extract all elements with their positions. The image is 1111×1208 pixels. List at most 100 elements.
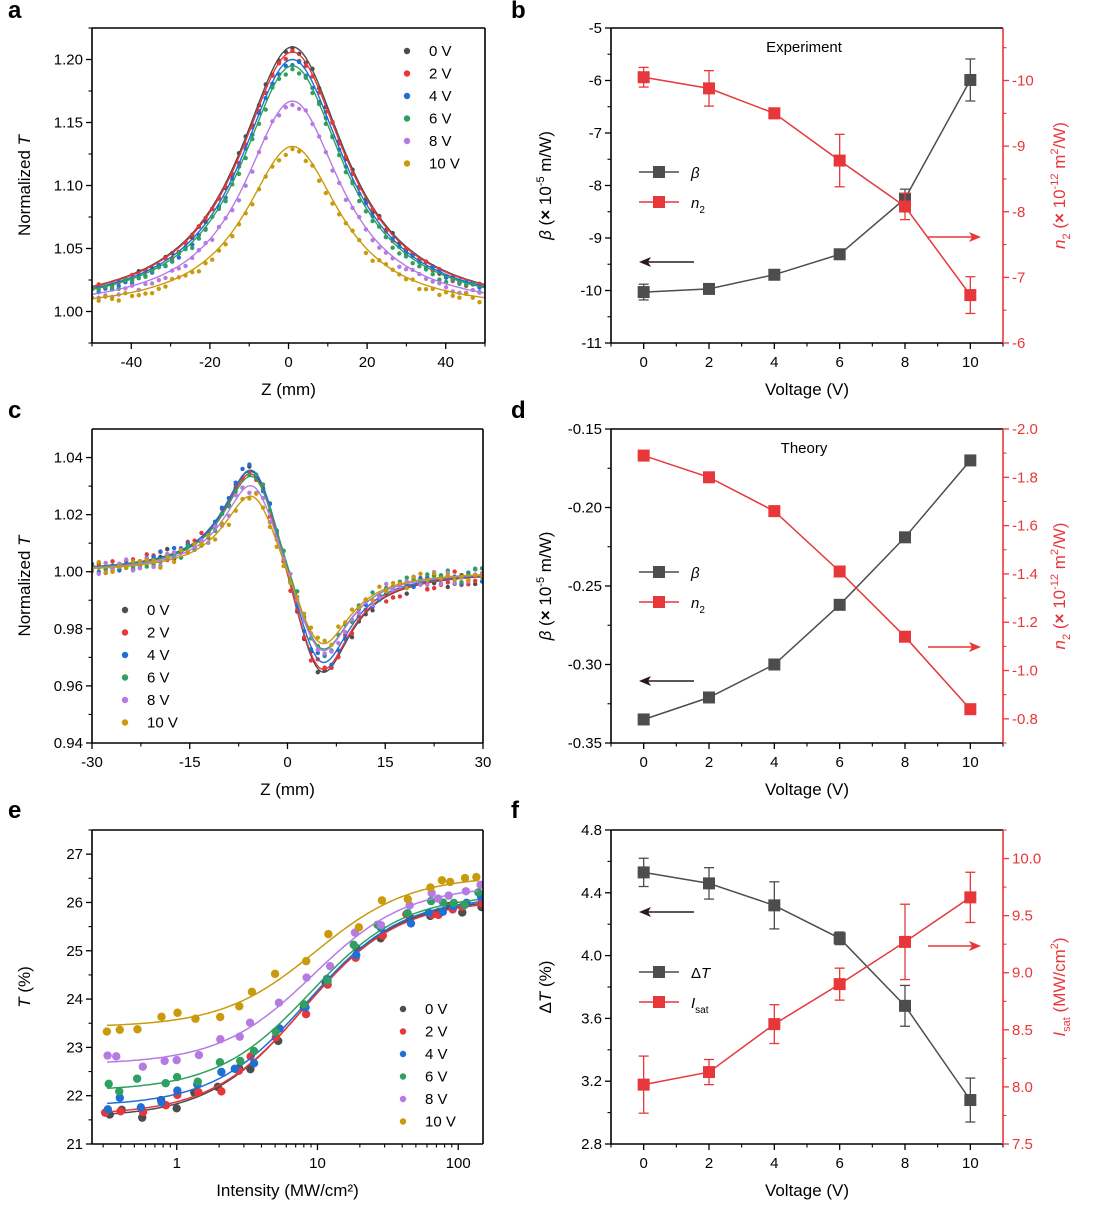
data-point — [156, 286, 162, 292]
data-point — [445, 580, 451, 585]
panel-d: 0 2 4 6 8 10 -0.35 -0.30 -0.25 -0.20 -0.15 -0.8 -1.0… — [535, 421, 1073, 799]
y-tick-label-left: -0.35 — [568, 735, 602, 752]
data-point — [171, 550, 177, 555]
data-point — [349, 635, 355, 640]
legend-marker — [121, 696, 129, 704]
y-tick-label-right: -9 — [1012, 138, 1025, 155]
series-left — [637, 857, 977, 1123]
y-tick-label-left: 26 — [66, 894, 83, 911]
right-arrow-icon — [969, 941, 981, 951]
y-label-text: Normalized — [15, 145, 34, 236]
data-point — [296, 106, 302, 111]
data-point — [254, 472, 259, 477]
data-point — [417, 264, 422, 269]
data-point — [315, 650, 321, 656]
legend-marker — [653, 166, 665, 178]
x-tick-label: 8 — [901, 754, 909, 771]
legend-label: ΔT — [691, 965, 712, 982]
legend-marker — [121, 606, 129, 614]
y-label-text: Normalized — [15, 546, 34, 637]
data-point — [461, 887, 471, 896]
data-point — [157, 1098, 166, 1107]
data-point — [404, 585, 409, 591]
legend-marker — [121, 719, 129, 726]
legend-marker — [399, 1095, 407, 1103]
y-tick-label-left: 3.2 — [581, 1073, 602, 1090]
data-point — [472, 578, 478, 584]
legend-var: n — [691, 595, 699, 612]
series-right — [637, 871, 977, 1114]
fit-curve — [107, 898, 479, 1090]
legend-label: 4 V — [425, 1046, 448, 1063]
data-marker — [703, 691, 715, 704]
fit-curve — [92, 495, 482, 645]
data-point — [133, 1025, 142, 1034]
data-marker — [899, 935, 911, 948]
y-tick-label-right: -8 — [1012, 204, 1025, 221]
data-point — [370, 597, 375, 603]
y-tick-label-left: 22 — [66, 1088, 83, 1105]
series-line — [643, 79, 971, 293]
legend-sub: 2 — [699, 605, 705, 616]
y-tick-label-right: -1.4 — [1012, 566, 1038, 583]
data-point — [403, 267, 409, 272]
legend-marker — [403, 160, 411, 167]
data-point — [377, 595, 382, 600]
x-axis-label: Intensity (MW/cm²) — [216, 1181, 359, 1200]
y-axis-label: Normalized T — [15, 133, 34, 236]
y-tick-label-left: 1.00 — [54, 564, 83, 581]
data-point — [363, 250, 369, 256]
data-point — [103, 570, 108, 575]
data-point — [143, 274, 148, 280]
data-point — [325, 961, 335, 971]
y-tick-label-left: 25 — [66, 943, 83, 960]
data-point — [302, 956, 311, 966]
data-point — [102, 1027, 112, 1036]
data-marker — [964, 703, 977, 716]
y-tick-label-left: 1.20 — [54, 52, 83, 69]
data-point — [343, 197, 349, 203]
x-tick-label: 100 — [446, 1155, 471, 1172]
data-point — [466, 577, 471, 583]
data-point — [215, 1012, 225, 1022]
legend-marker — [399, 1118, 407, 1125]
data-point — [263, 107, 268, 112]
legend-label: 0 V — [425, 1001, 448, 1018]
y-tick-label-left: -10 — [580, 283, 602, 300]
legend-marker — [399, 1073, 407, 1080]
data-marker — [768, 658, 781, 671]
data-point — [260, 482, 266, 487]
data-point — [425, 582, 430, 587]
x-tick-label: -40 — [120, 354, 142, 371]
data-point — [212, 537, 218, 542]
data-point — [151, 558, 156, 563]
data-point — [452, 569, 457, 574]
y-tick-label-left: -6 — [589, 73, 602, 90]
fit-curve — [92, 145, 485, 300]
data-point — [192, 541, 197, 547]
data-point — [163, 275, 168, 281]
data-point — [418, 582, 423, 588]
x-tick-label: 1 — [173, 1155, 181, 1172]
y-tick-label-right: -2.0 — [1012, 421, 1038, 438]
legend-marker — [653, 996, 665, 1008]
right-arrow-icon — [969, 642, 981, 652]
y-label-text: /W) — [1050, 523, 1069, 549]
data-point — [349, 940, 358, 950]
data-point — [457, 295, 462, 300]
data-point — [445, 584, 451, 590]
y-tick-label-right: -10 — [1012, 73, 1034, 90]
data-point — [110, 559, 115, 564]
data-point — [104, 1079, 113, 1089]
data-point — [476, 880, 483, 889]
data-point — [283, 105, 288, 110]
data-point — [460, 873, 470, 883]
x-tick-label: 6 — [835, 754, 843, 771]
data-point — [96, 298, 101, 303]
x-axis-label: Voltage (V) — [765, 1181, 849, 1200]
x-tick-label: 20 — [359, 354, 376, 371]
data-point — [116, 298, 121, 303]
data-point — [377, 245, 382, 250]
data-point — [438, 907, 448, 917]
left-arrow-icon — [639, 907, 651, 917]
